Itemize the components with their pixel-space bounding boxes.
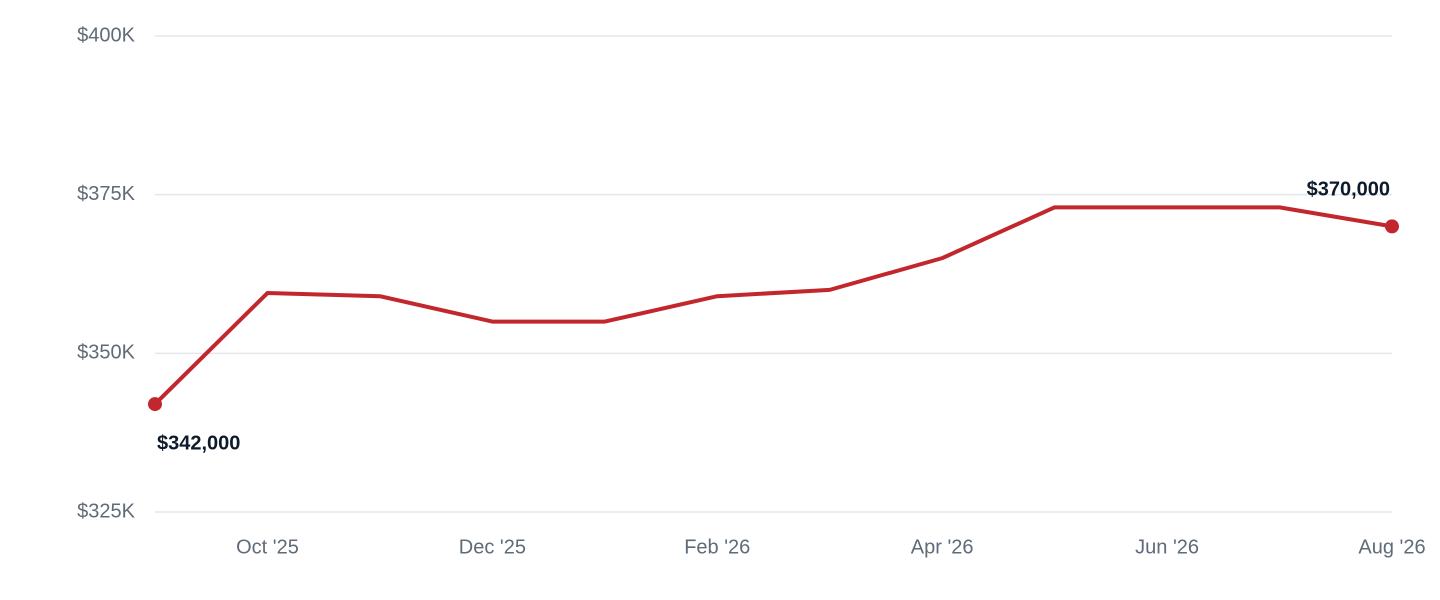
point [1385,219,1399,234]
value-label: $342,000 [157,432,240,454]
y-tick-label: $375K [77,183,135,205]
x-tick-label: Feb '26 [684,536,750,558]
x-tick-label: Dec '25 [459,536,526,558]
y-tick-label: $400K [77,24,135,46]
x-tick-label: Oct '25 [236,536,299,558]
x-tick-label: Apr '26 [911,536,974,558]
y-tick-label: $325K [77,500,135,522]
x-tick-label: Jun '26 [1135,536,1199,558]
x-tick-label: Aug '26 [1358,536,1425,558]
value-label: $370,000 [1307,179,1390,201]
y-tick-label: $350K [77,342,135,364]
line [153,205,1393,406]
point [148,397,162,412]
